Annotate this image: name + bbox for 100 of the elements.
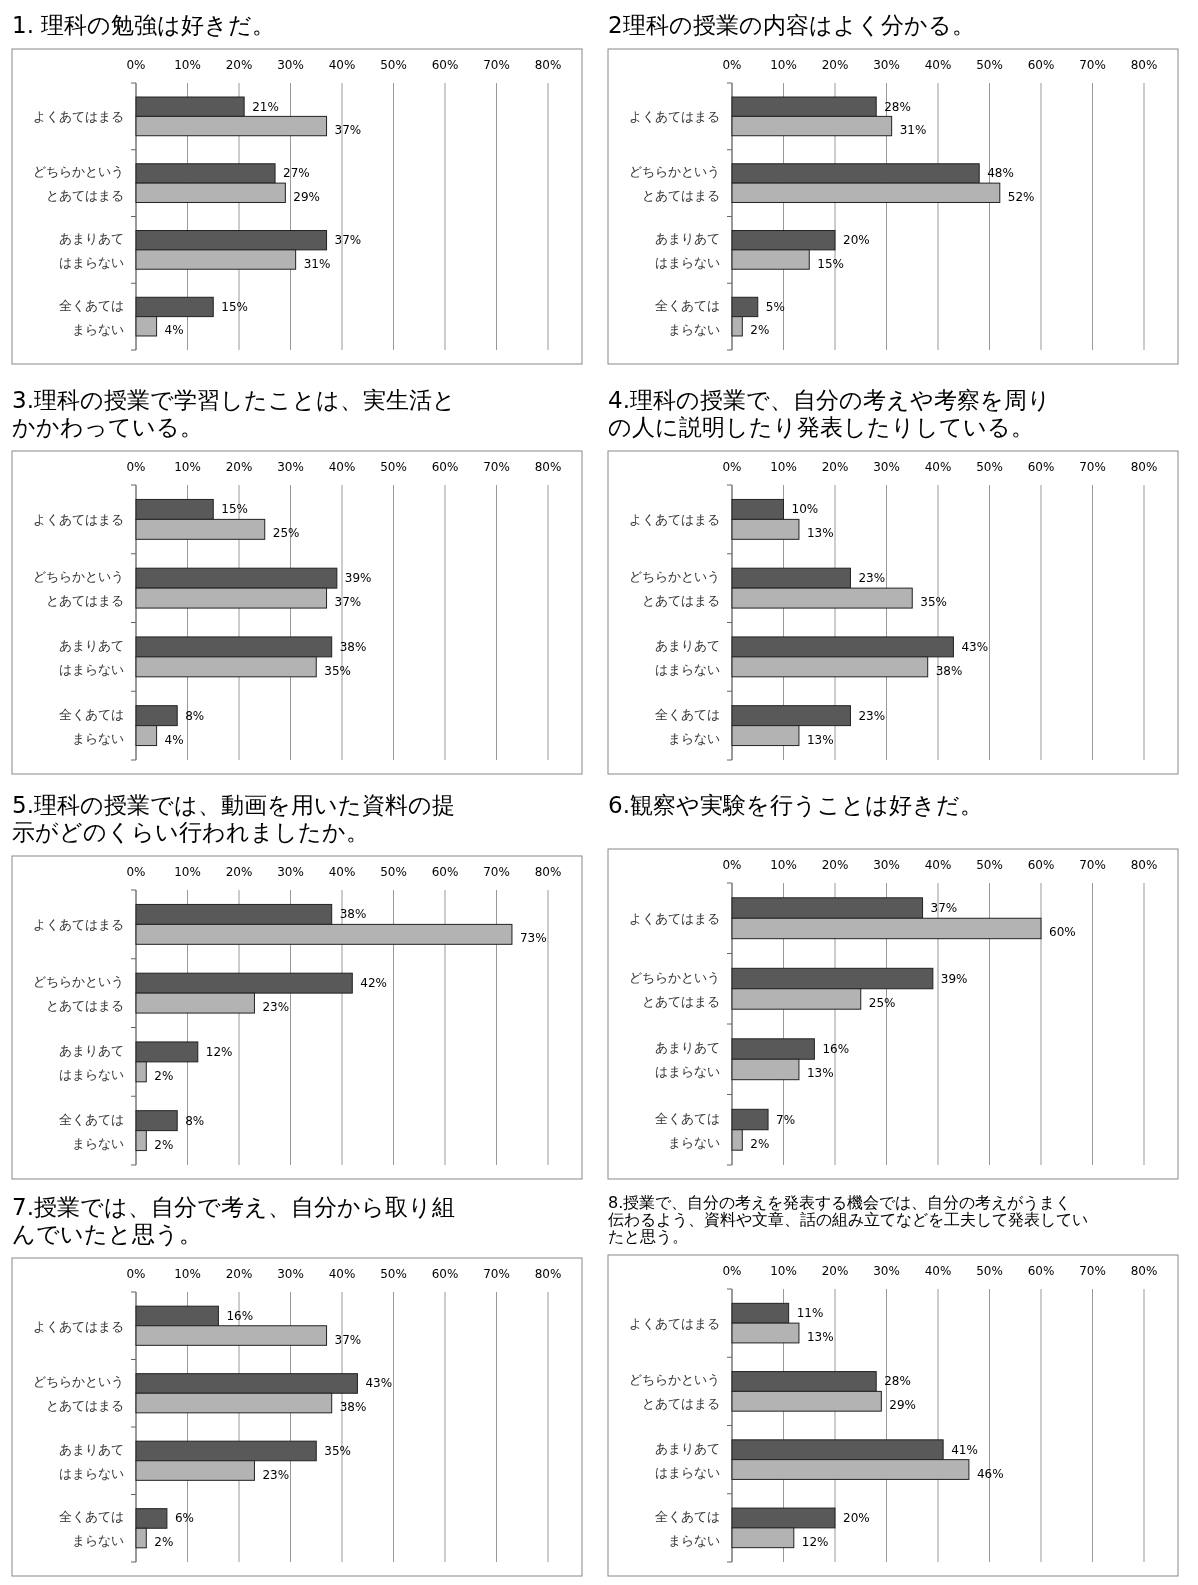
data-label: 46%	[976, 1466, 1004, 1481]
data-label: 2%	[154, 1137, 174, 1152]
x-tick-label: 50%	[380, 58, 407, 72]
x-tick-label: 60%	[1027, 460, 1055, 474]
data-label: 15%	[221, 502, 248, 517]
x-tick-label: 20%	[821, 1264, 849, 1278]
x-tick-label: 0%	[126, 1267, 146, 1281]
y-tick-label: あまりあてはまらない	[655, 637, 720, 677]
data-label: 27%	[283, 166, 310, 181]
x-tick-label: 80%	[1130, 460, 1158, 474]
y-tick-label: どちらかというとあてはまる	[629, 1372, 720, 1412]
x-tick-label: 20%	[225, 1267, 253, 1281]
x-tick-label: 50%	[976, 58, 1003, 72]
x-tick-label: 20%	[225, 58, 253, 72]
data-label: 2%	[750, 323, 770, 338]
chart-title: 5.理科の授業では、動画を用いた資料の提示がどのくらい行われましたか。	[12, 792, 455, 845]
data-label: 31%	[899, 123, 927, 138]
x-tick-label: 30%	[277, 1267, 304, 1281]
y-tick-label: あまりあてはまらない	[655, 230, 720, 270]
y-tick-label: 全くあてはまらない	[59, 1111, 124, 1151]
x-tick-label: 60%	[1027, 858, 1055, 872]
data-label: 15%	[817, 256, 844, 271]
x-tick-label: 10%	[174, 1267, 201, 1281]
y-tick-label: よくあてはまる	[629, 911, 720, 927]
x-tick-label: 0%	[722, 460, 742, 474]
data-label: 43%	[365, 1376, 393, 1391]
data-label: 38%	[935, 663, 963, 678]
data-label: 43%	[961, 639, 989, 654]
data-label: 12%	[801, 1534, 829, 1549]
y-tick-label: よくあてはまる	[629, 1316, 720, 1332]
x-tick-label: 60%	[1027, 1264, 1055, 1278]
data-label: 20%	[843, 233, 870, 248]
data-label: 10%	[791, 502, 819, 517]
y-tick-label: 全くあてはまらない	[655, 297, 720, 337]
y-tick-label: 全くあてはまらない	[59, 1509, 124, 1549]
data-label: 37%	[334, 123, 362, 138]
x-tick-label: 0%	[722, 1264, 742, 1278]
data-label: 8%	[185, 708, 205, 723]
data-label: 23%	[858, 708, 886, 723]
x-tick-label: 50%	[380, 865, 407, 879]
x-tick-label: 80%	[1130, 858, 1158, 872]
data-label: 38%	[339, 907, 367, 922]
x-tick-label: 10%	[174, 865, 201, 879]
chart-title: 1. 理科の勉強は好きだ。	[12, 12, 276, 38]
data-label: 25%	[272, 526, 300, 541]
y-tick-label: どちらかというとあてはまる	[33, 569, 124, 609]
x-tick-label: 40%	[328, 460, 356, 474]
x-tick-label: 0%	[722, 858, 742, 872]
x-tick-label: 50%	[976, 460, 1003, 474]
y-tick-label: 全くあてはまらない	[59, 706, 124, 746]
x-tick-label: 50%	[380, 460, 407, 474]
x-tick-label: 80%	[534, 460, 562, 474]
x-tick-label: 30%	[873, 460, 900, 474]
x-tick-label: 40%	[924, 858, 952, 872]
x-tick-label: 40%	[328, 865, 356, 879]
data-label: 4%	[164, 732, 184, 747]
x-tick-label: 10%	[770, 460, 797, 474]
data-label: 5%	[765, 299, 785, 314]
x-tick-label: 50%	[976, 858, 1003, 872]
x-tick-label: 60%	[431, 58, 459, 72]
x-tick-label: 40%	[924, 1264, 952, 1278]
y-tick-label: 全くあてはまらない	[655, 1508, 720, 1548]
data-label: 52%	[1007, 189, 1035, 204]
x-tick-label: 30%	[277, 460, 304, 474]
x-tick-label: 40%	[924, 58, 952, 72]
data-label: 23%	[858, 571, 886, 586]
x-tick-label: 80%	[534, 58, 562, 72]
y-tick-label: どちらかというとあてはまる	[33, 974, 124, 1014]
x-tick-label: 60%	[431, 1267, 459, 1281]
x-tick-label: 60%	[1027, 58, 1055, 72]
data-label: 29%	[889, 1398, 917, 1413]
data-label: 13%	[806, 526, 834, 541]
y-tick-label: あまりあてはまらない	[655, 1440, 720, 1480]
x-tick-label: 10%	[770, 1264, 797, 1278]
data-label: 2%	[154, 1068, 174, 1083]
y-tick-label: よくあてはまる	[33, 512, 124, 528]
data-label: 73%	[519, 931, 547, 946]
data-label: 16%	[226, 1308, 254, 1323]
x-tick-label: 0%	[126, 58, 146, 72]
x-tick-label: 70%	[1079, 1264, 1106, 1278]
x-tick-label: 40%	[328, 1267, 356, 1281]
x-tick-label: 40%	[328, 58, 356, 72]
data-label: 23%	[262, 1467, 290, 1482]
x-tick-label: 20%	[225, 460, 253, 474]
x-tick-label: 20%	[821, 58, 849, 72]
y-tick-label: よくあてはまる	[33, 917, 124, 933]
x-tick-label: 10%	[770, 858, 797, 872]
data-label: 35%	[920, 595, 947, 610]
chart-title: 4.理科の授業で、自分の考えや考察を周りの人に説明したり発表したりしている。	[608, 387, 1051, 440]
data-label: 39%	[344, 571, 372, 586]
x-tick-label: 70%	[1079, 58, 1106, 72]
data-label: 39%	[940, 971, 968, 986]
data-label: 2%	[750, 1136, 770, 1151]
data-label: 35%	[324, 663, 351, 678]
data-label: 8%	[185, 1113, 205, 1128]
data-label: 29%	[293, 189, 321, 204]
y-tick-label: あまりあてはまらない	[59, 230, 124, 270]
y-tick-label: よくあてはまる	[629, 109, 720, 125]
data-label: 37%	[334, 595, 362, 610]
x-tick-label: 70%	[483, 1267, 510, 1281]
